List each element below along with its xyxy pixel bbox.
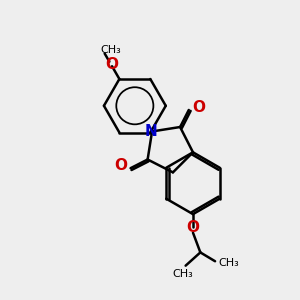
Text: CH₃: CH₃ bbox=[100, 45, 121, 55]
Text: CH₃: CH₃ bbox=[219, 258, 239, 268]
Text: CH₃: CH₃ bbox=[172, 269, 193, 279]
Text: O: O bbox=[192, 100, 205, 115]
Text: N: N bbox=[144, 124, 157, 139]
Text: O: O bbox=[105, 58, 118, 73]
Text: O: O bbox=[114, 158, 127, 173]
Text: O: O bbox=[187, 220, 200, 235]
